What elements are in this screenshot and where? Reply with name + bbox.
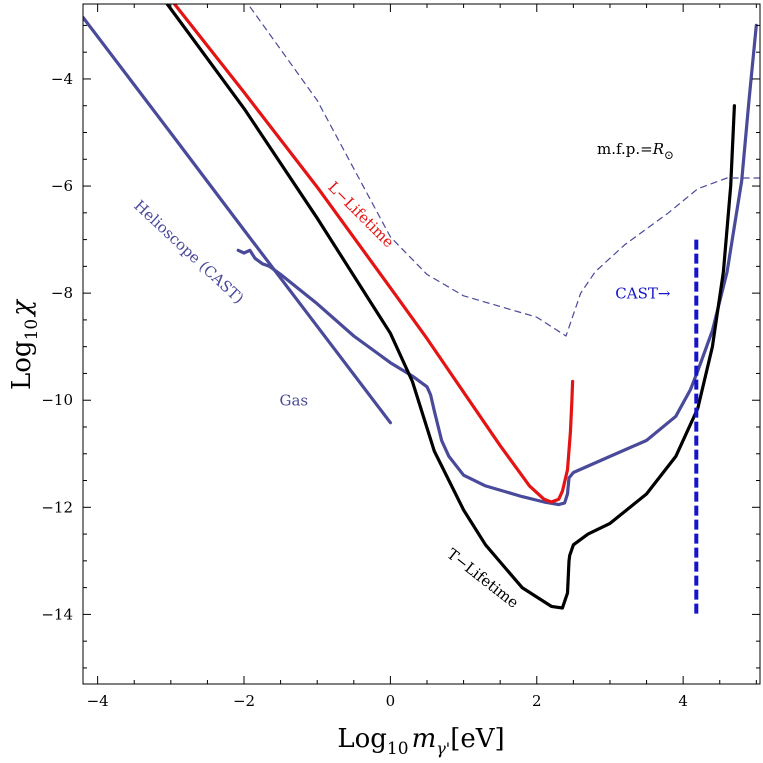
x-tick-label: 4	[678, 692, 688, 710]
y-tick-label: −14	[41, 605, 73, 623]
y-tick-label: −8	[51, 284, 73, 302]
curves-layer	[83, 4, 760, 615]
mfp-dashed-curve	[249, 6, 760, 337]
y-axis-title: Log10χ	[7, 298, 42, 390]
mfp-label: m.f.p.=R⊙	[597, 140, 674, 162]
gas-label: Gas	[279, 392, 308, 410]
l-lifetime-curve	[172, 4, 575, 504]
y-tick-label: −12	[41, 498, 73, 516]
ticks-layer: −4 −2 0 2 4 −14 −12 −10 −8 −6 −4	[41, 4, 760, 710]
helioscope-cast-curve	[83, 15, 392, 425]
x-tick-label: −2	[233, 692, 255, 710]
y-tick-label: −4	[51, 70, 73, 88]
cast-label: CAST→	[615, 284, 671, 302]
x-tick-label: 2	[532, 692, 542, 710]
x-tick-label: 0	[386, 692, 396, 710]
x-tick-label: −4	[87, 692, 109, 710]
plot-frame	[82, 3, 761, 685]
t-lifetime-curve	[165, 4, 736, 610]
y-tick-label: −10	[41, 391, 73, 409]
x-axis-title: Log10 mγ'[eV]	[337, 724, 504, 759]
y-tick-label: −6	[51, 177, 73, 195]
gas-curve	[236, 23, 758, 507]
